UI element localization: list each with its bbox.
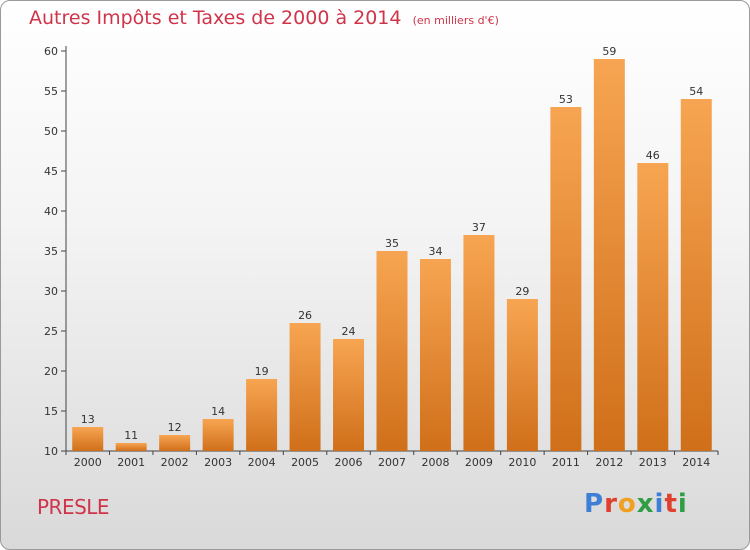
x-tick-label: 2003 [204,456,232,469]
logo-letter: P [584,489,605,519]
place-name: PRESLE [37,495,110,519]
proxiti-logo: Proxiti [584,489,688,519]
chart-subtitle: (en milliers d'€) [412,14,499,27]
x-tick-label: 2008 [421,456,449,469]
bar [680,99,712,451]
bar [506,299,538,451]
x-tick-label: 2014 [682,456,710,469]
data-label: 19 [255,365,269,378]
y-tick-label: 35 [44,245,58,258]
x-tick-label: 2009 [465,456,493,469]
x-tick-label: 2012 [595,456,623,469]
x-tick-label: 2001 [117,456,145,469]
bar [593,59,625,451]
bar [202,419,234,451]
logo-letter: o [617,489,637,519]
bar [115,443,147,451]
x-tick-label: 2013 [639,456,667,469]
data-label: 26 [298,309,312,322]
bar [463,235,495,451]
chart-title: Autres Impôts et Taxes de 2000 à 2014 [29,7,402,29]
data-label: 59 [602,45,616,58]
data-label: 29 [515,285,529,298]
y-tick-label: 40 [44,205,58,218]
logo-letter: t [664,489,678,519]
x-tick-label: 2004 [248,456,276,469]
logo-letter: i [654,489,665,519]
y-tick-label: 10 [44,445,58,458]
x-tick-label: 2011 [552,456,580,469]
data-label: 34 [428,245,442,258]
data-label: 11 [124,429,138,442]
x-tick-label: 2000 [74,456,102,469]
y-tick-label: 15 [44,405,58,418]
bar [159,435,191,451]
x-tick-label: 2002 [161,456,189,469]
logo-letter: x [636,489,655,519]
y-tick-label: 30 [44,285,58,298]
bar [419,259,451,451]
bar [333,339,365,451]
bar [376,251,408,451]
bar [550,107,582,451]
data-label: 54 [689,85,703,98]
y-tick-label: 60 [44,45,58,58]
bar [289,323,321,451]
y-tick-label: 55 [44,85,58,98]
y-tick-label: 50 [44,125,58,138]
chart-title-area: Autres Impôts et Taxes de 2000 à 2014 (e… [29,7,499,29]
data-label: 46 [646,149,660,162]
logo-letter: i [677,489,688,519]
y-tick-label: 45 [44,165,58,178]
data-label: 14 [211,405,225,418]
data-label: 24 [342,325,356,338]
logo-letter: r [604,489,618,519]
y-tick-label: 20 [44,365,58,378]
x-tick-label: 2007 [378,456,406,469]
data-label: 13 [81,413,95,426]
data-label: 35 [385,237,399,250]
y-tick-label: 25 [44,325,58,338]
bar [637,163,669,451]
x-tick-label: 2005 [291,456,319,469]
data-label: 37 [472,221,486,234]
data-label: 53 [559,93,573,106]
x-tick-label: 2010 [508,456,536,469]
bar [72,427,104,451]
x-tick-label: 2006 [335,456,363,469]
bar [246,379,278,451]
data-label: 12 [168,421,182,434]
